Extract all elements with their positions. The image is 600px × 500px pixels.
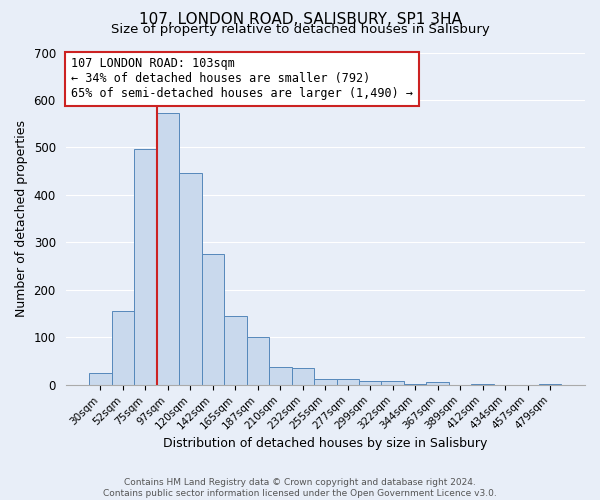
Bar (314, 378, 337, 385)
Y-axis label: Number of detached properties: Number of detached properties (15, 120, 28, 317)
Text: Contains HM Land Registry data © Crown copyright and database right 2024.
Contai: Contains HM Land Registry data © Crown c… (103, 478, 497, 498)
Bar (269, 368, 292, 385)
Text: 107 LONDON ROAD: 103sqm
← 34% of detached houses are smaller (792)
65% of semi-d: 107 LONDON ROAD: 103sqm ← 34% of detache… (71, 58, 413, 100)
Bar (202, 254, 224, 385)
Bar (539, 384, 562, 385)
Bar (359, 381, 382, 385)
Bar (337, 378, 359, 385)
Bar (472, 384, 494, 385)
Bar (112, 312, 134, 385)
Text: Size of property relative to detached houses in Salisbury: Size of property relative to detached ho… (110, 22, 490, 36)
Bar (134, 149, 157, 385)
Bar (89, 373, 112, 385)
Bar (157, 113, 179, 385)
Bar (382, 381, 404, 385)
Bar (404, 384, 427, 385)
Bar (247, 338, 269, 385)
Text: 107, LONDON ROAD, SALISBURY, SP1 3HA: 107, LONDON ROAD, SALISBURY, SP1 3HA (139, 12, 461, 28)
X-axis label: Distribution of detached houses by size in Salisbury: Distribution of detached houses by size … (163, 437, 487, 450)
Bar (427, 382, 449, 385)
Bar (179, 172, 202, 385)
Bar (292, 368, 314, 385)
Bar (224, 316, 247, 385)
